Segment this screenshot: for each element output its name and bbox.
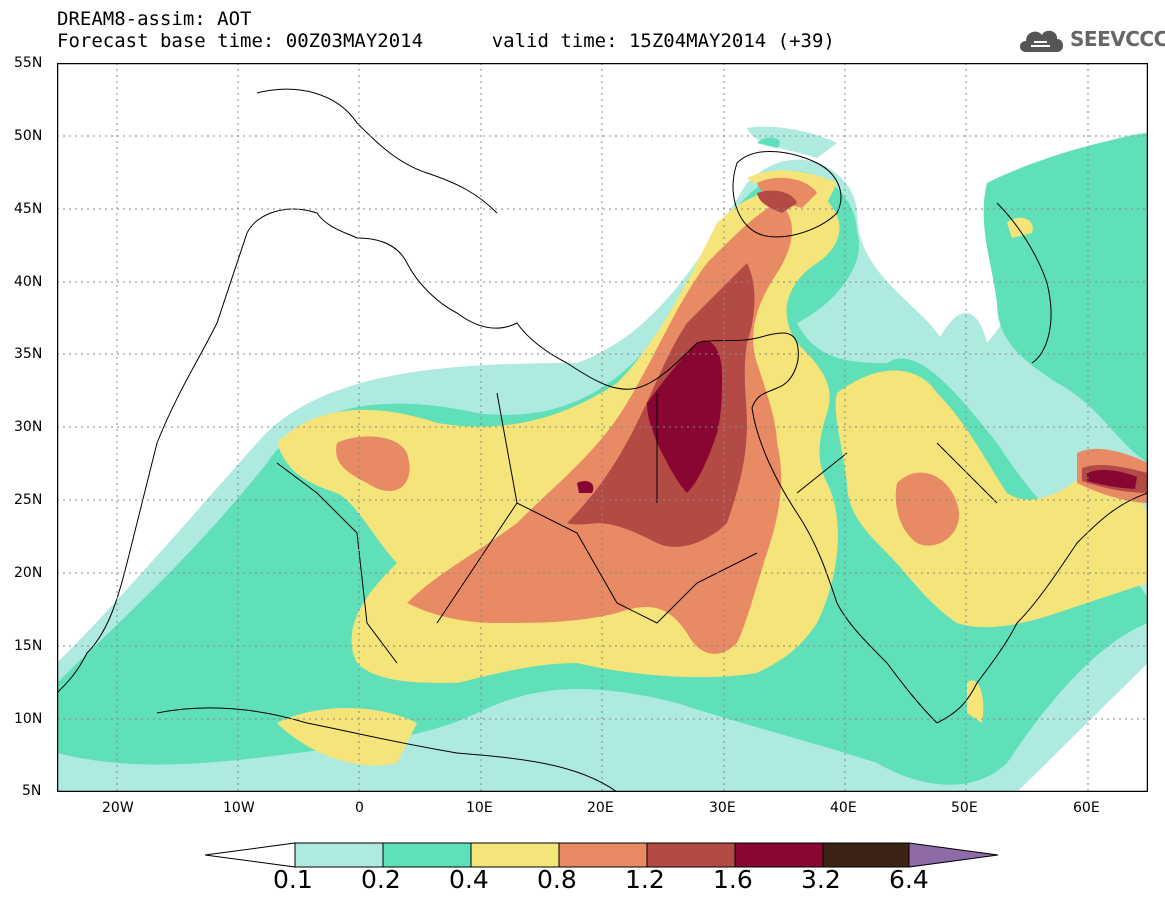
aot-map [57,63,1148,792]
lat-label: 10N [14,711,43,727]
lon-label: 50E [951,800,978,816]
lon-label: 60E [1073,800,1100,816]
lat-label: 55N [14,55,43,71]
colorbar-segment [646,842,736,868]
lat-label: 35N [14,346,43,362]
lat-label: 45N [14,201,43,217]
cloud-icon [1020,30,1063,52]
valid-time-label: valid time: 15Z04MAY2014 (+39) [491,30,835,52]
map-border [57,63,1148,792]
lat-label: 25N [14,492,43,508]
logo-text: SEEVCCC [1070,27,1165,51]
colorbar-high-arrow [908,842,999,868]
colorbar-segment [558,842,648,868]
lon-label: 10E [466,800,493,816]
colorbar-label: 1.2 [625,865,665,894]
colorbar-label: 3.2 [801,865,841,894]
lat-label: 15N [14,638,43,654]
colorbar-label: 0.1 [273,865,313,894]
colorbar-segment [294,842,384,868]
lat-label: 30N [14,419,43,435]
lon-label: 40E [830,800,857,816]
colorbar-label: 0.2 [361,865,401,894]
lon-label: 20E [587,800,614,816]
lon-label: 30E [709,800,736,816]
colorbar-label: 6.4 [889,865,929,894]
colorbar-label: 0.4 [449,865,489,894]
map-grid [57,63,1148,792]
colorbar-segment [734,842,824,868]
lon-label: 20W [102,800,134,816]
lon-label: 0 [355,800,364,816]
title-block: DREAM8-assim: AOT Forecast base time: 00… [57,8,835,52]
colorbar-segment [382,842,472,868]
lat-label: 20N [14,565,43,581]
base-time-label: Forecast base time: 00Z03MAY2014 [57,30,424,52]
colorbar-label: 1.6 [713,865,753,894]
aot-band-1-6 [577,340,1137,493]
colorbar-segment [822,842,910,868]
lon-label: 10W [223,800,255,816]
map-title: DREAM8-assim: AOT [57,8,252,30]
seevccc-logo: SEEVCCC [1016,22,1165,56]
coastlines [57,88,1148,792]
time-line: Forecast base time: 00Z03MAY2014 valid t… [57,30,835,52]
lat-label: 50N [14,128,43,144]
colorbar-label: 0.8 [537,865,577,894]
lat-label: 40N [14,274,43,290]
colorbar [205,842,999,868]
lat-label: 5N [22,783,42,799]
colorbar-segment [470,842,560,868]
colorbar-low-arrow [205,842,296,868]
